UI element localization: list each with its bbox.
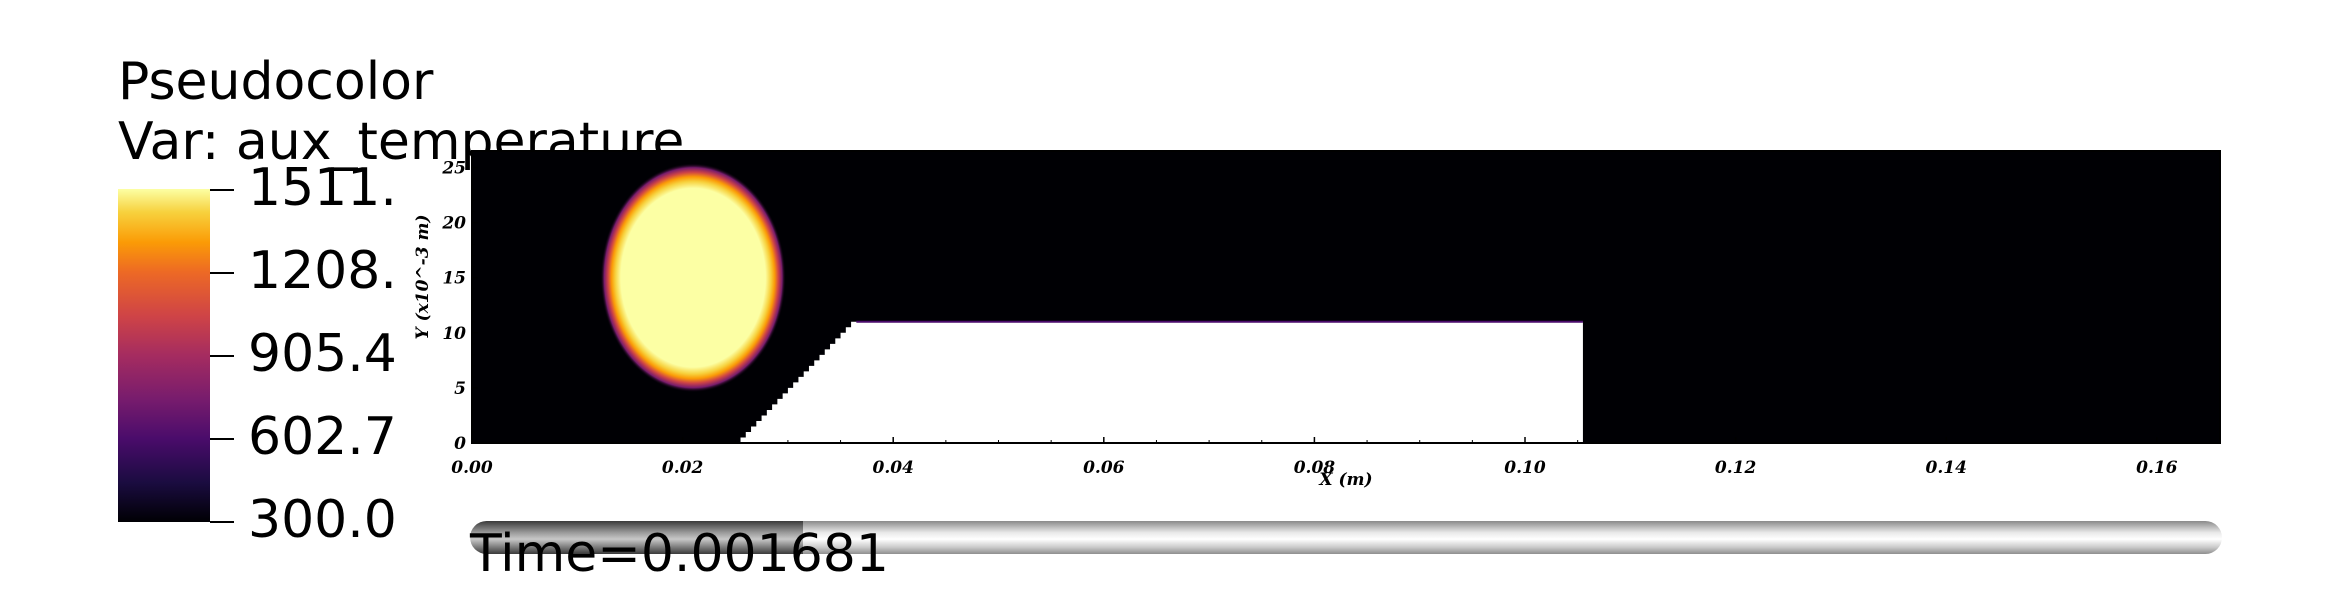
x-tick-label: 0.06 [1083,458,1125,478]
x-tick-label: 0.04 [873,458,914,478]
x-tick-label: 0.08 [1294,458,1336,478]
y-tick-label: 10 [442,324,466,344]
temperature-field [472,151,2220,443]
colorbar-tick-label: 300.0 [248,490,397,550]
y-tick-label: 5 [454,379,466,399]
x-tick-label: 0.00 [451,458,493,478]
x-tick-label: 0.02 [662,458,704,478]
y-tick-label: 25 [441,159,466,179]
x-tick-label: 0.14 [1926,458,1967,478]
y-tick-label: 0 [454,434,466,454]
colorbar-tick-mark [210,272,234,274]
colorbar-tick-label: 1208. [248,241,397,301]
plot-frame [471,150,2221,444]
x-tick-label: 0.10 [1504,458,1546,478]
y-tick-label: 20 [441,214,466,234]
plot-axes: 0.00 0.02 0.04 0.06 0.08 0.10 0.12 0.14 0.16 0 5 10… [413,150,2221,490]
colorbar-tick-label: 602.7 [248,407,397,467]
y-tick-label: 15 [442,269,466,289]
time-label: Time=0.001681 [470,524,889,584]
x-tick-label: 0.16 [2136,458,2178,478]
colorbar-tick-mark [210,355,234,357]
colorbar-tick-mark [210,438,234,440]
obstacle [740,321,1583,443]
legend-title: Pseudocolor [118,52,434,112]
y-axis-label: Y (x10^-3 m) [413,215,433,340]
colorbar [118,189,210,522]
time-slider[interactable] [470,521,2222,554]
time-slider-fill [470,521,803,554]
colorbar-tick-mark [210,189,234,191]
x-tick-label: 0.12 [1715,458,1757,478]
colorbar-tick-label: 905.4 [248,324,397,384]
hot-spot [600,163,786,393]
colorbar-tick-label: 1511. [248,158,397,218]
x-axis-label: X (m) [1318,470,1372,490]
colorbar-tick-mark [210,521,234,523]
